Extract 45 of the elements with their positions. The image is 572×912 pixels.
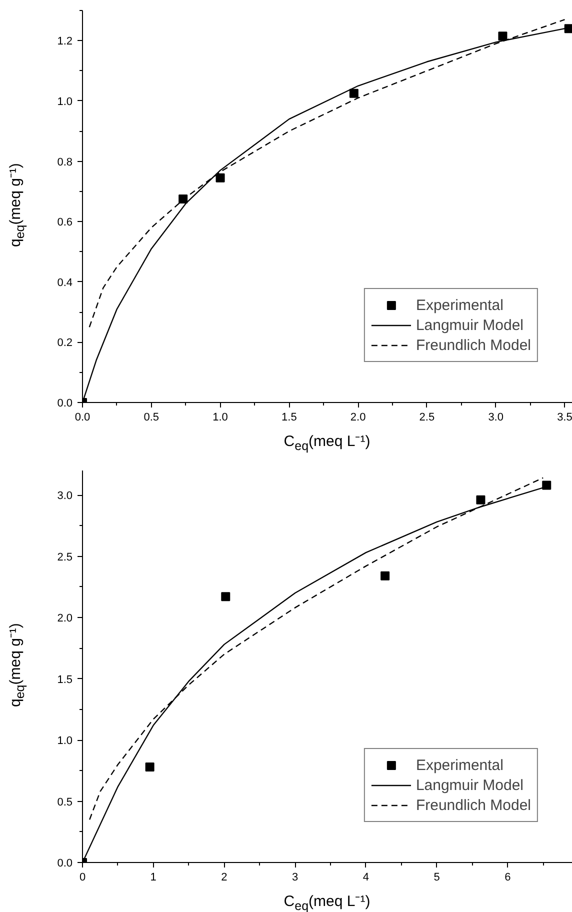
x-tick-label: 1: [150, 872, 156, 884]
point: [221, 592, 230, 602]
y-tick-label: 1.2: [57, 36, 73, 48]
y-tick-label: 1.0: [57, 735, 73, 747]
y-tick-label: 0.0: [57, 398, 73, 410]
y-tick-label: 0.2: [57, 337, 73, 350]
x-tick-label: 1.5: [282, 412, 297, 424]
point: [564, 24, 572, 34]
y-tick-label: 2.5: [57, 551, 73, 564]
y-tick-label: 3.0: [57, 490, 73, 502]
y-tick-label: 0.0: [57, 858, 73, 870]
point: [349, 88, 358, 98]
x-tick-label: 0.5: [144, 412, 160, 424]
x-tick-label: 3: [292, 872, 298, 884]
y-tick-label: 0.4: [57, 276, 73, 289]
y-tick-label: 2.0: [57, 612, 73, 624]
x-tick-label: 1.0: [212, 412, 228, 424]
x-tick-label: 6: [504, 872, 511, 884]
x-tick-label: 4: [362, 872, 369, 884]
legend-label: Langmuir Model: [416, 776, 524, 794]
x-tick-label: 3.5: [557, 412, 572, 424]
point: [380, 571, 390, 580]
x-tick-label: 0: [79, 872, 86, 884]
y-tick-label: 0.5: [57, 796, 73, 808]
point: [216, 173, 225, 182]
x-tick-label: 3.0: [488, 412, 504, 424]
y-tick-label: 0.8: [57, 156, 73, 168]
legend-label: Freundlich Model: [416, 796, 531, 814]
legend-label: Langmuir Model: [416, 316, 524, 334]
point: [498, 32, 508, 41]
x-tick-label: 2.5: [419, 412, 435, 424]
legend-label: Experimental: [416, 296, 504, 314]
point: [476, 495, 486, 504]
x-tick-label: 2.0: [350, 412, 366, 424]
x-tick-label: 5: [434, 872, 440, 884]
legend-label: Experimental: [416, 756, 504, 774]
legend-label: Freundlich Model: [416, 336, 531, 354]
y-tick-label: 0.6: [57, 216, 73, 229]
x-tick-label: 2: [221, 872, 228, 884]
point: [145, 762, 154, 772]
y-tick-label: 1.5: [57, 674, 73, 686]
y-tick-label: 1.0: [57, 96, 73, 108]
x-axis-title: C$_{eq}$(meq L⁻¹): [284, 432, 370, 455]
x-tick-label: 0.0: [74, 412, 90, 424]
point: [542, 480, 552, 490]
